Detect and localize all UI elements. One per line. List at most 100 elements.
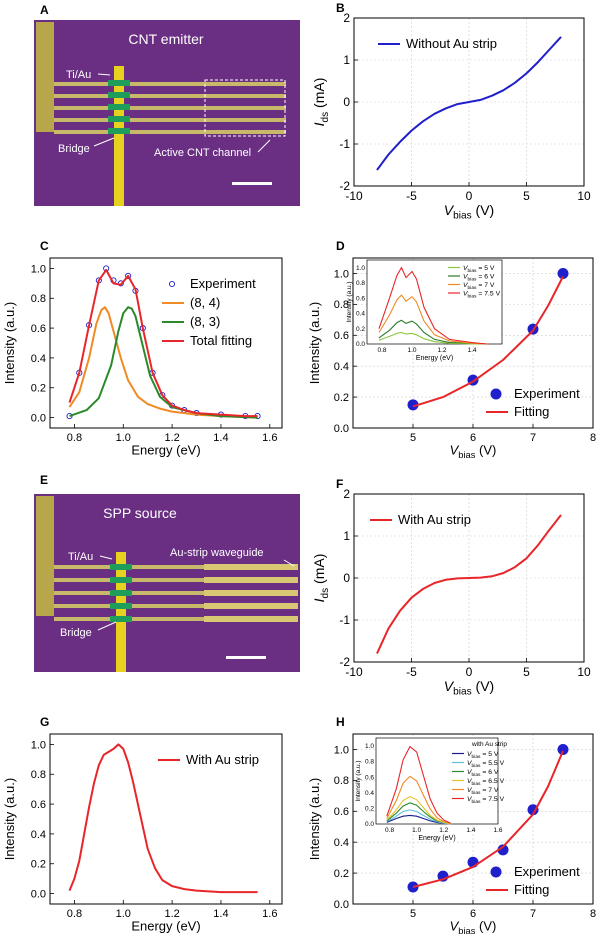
chart-c: C0.8 1.0 1.2 1.4 1.60.00.20.40.60.81.0Energy… bbox=[2, 239, 283, 457]
inset-series-line bbox=[386, 795, 451, 825]
y-tick-label: 1.0 bbox=[334, 744, 349, 756]
legend-swatch bbox=[168, 280, 176, 288]
panel-letter-h: H bbox=[336, 715, 345, 729]
x-tick-label: 8 bbox=[590, 908, 596, 920]
y-tick-label: 0.8 bbox=[31, 769, 46, 781]
inset-legend-label: Vbias = 6.5 V bbox=[467, 778, 505, 787]
chart-d: D 5 6 7 8 0.0 0.2 0.4 0.6 0.8 1.0 Vbias (V) Intensit… bbox=[307, 239, 596, 460]
y-axis-title: Intensity (a.u.) bbox=[2, 778, 17, 860]
y-tick-label: 0.4 bbox=[31, 353, 46, 365]
chart-g: G0.8 1.0 1.2 1.4 1.60.00.20.40.60.81.0Energy… bbox=[2, 715, 283, 933]
legend-label: Experiment bbox=[514, 386, 580, 401]
y-axis-title: Intensity (a.u.) bbox=[307, 302, 322, 384]
inset-y-tick-label: 0.2 bbox=[365, 806, 374, 813]
legend-label: (8, 3) bbox=[190, 314, 220, 329]
y-tick-label: 0.2 bbox=[334, 392, 349, 404]
y-tick-label: 2 bbox=[343, 11, 350, 25]
inset-y-tick-label: 1.0 bbox=[356, 265, 365, 272]
inset-y-axis-title: Intensity (a.u.) bbox=[355, 760, 362, 801]
y-tick-label: 0.4 bbox=[31, 829, 46, 841]
chart-h: H 5 6 7 8 0.0 0.2 0.4 0.6 0.8 1.0 Vbias (V) Intensit… bbox=[307, 715, 596, 936]
series-line bbox=[68, 743, 258, 894]
panel-e-micrograph: E SPP source Ti/Au Bridge bbox=[34, 473, 300, 672]
arrow-bridge bbox=[93, 137, 115, 147]
inset-legend-label: Vbias = 5 V bbox=[463, 265, 495, 274]
ti-au-contact-pad bbox=[36, 496, 54, 616]
label-bridge: Bridge bbox=[58, 143, 90, 155]
inset-x-tick-label: 1.0 bbox=[407, 347, 416, 354]
cnt-electrode-lines bbox=[54, 82, 286, 134]
y-tick-label: 0.6 bbox=[31, 323, 46, 335]
legend-label: Without Au strip bbox=[406, 36, 497, 51]
data-point bbox=[407, 399, 419, 411]
inset-y-tick-label: 0.6 bbox=[356, 295, 365, 302]
panel-a-micrograph: A CNT emitter Ti/Au Bridge Active CNT ch… bbox=[34, 3, 300, 206]
y-tick-label: 0 bbox=[343, 95, 350, 109]
label-ti-au: Ti/Au bbox=[68, 551, 93, 563]
panel-letter-b: B bbox=[336, 1, 345, 15]
arrow-bridge bbox=[97, 621, 117, 631]
y-tick-label: 1.0 bbox=[31, 739, 46, 751]
x-tick-label: -10 bbox=[345, 189, 363, 203]
legend-swatch bbox=[490, 866, 502, 878]
y-tick-label: 0.2 bbox=[31, 859, 46, 871]
legend-label: Fitting bbox=[514, 882, 549, 897]
y-axis-title: Intensity (a.u.) bbox=[2, 302, 17, 384]
x-tick-label: 1.6 bbox=[262, 432, 277, 444]
inset-title: with Au strip bbox=[471, 741, 507, 748]
y-tick-label: 0.0 bbox=[31, 412, 46, 424]
legend-label: (8, 4) bbox=[190, 295, 220, 310]
x-tick-label: 1.4 bbox=[213, 908, 228, 920]
inset-legend-label: Vbias = 6 V bbox=[467, 769, 499, 778]
inset-x-tick-label: 1.4 bbox=[467, 347, 476, 354]
legend-label: Total fitting bbox=[190, 333, 252, 348]
y-tick-label: 0.0 bbox=[334, 899, 349, 911]
y-tick-label: 1.0 bbox=[334, 268, 349, 280]
x-axis-title: Energy (eV) bbox=[131, 442, 200, 457]
x-tick-label: 0 bbox=[466, 665, 473, 679]
label-bridge: Bridge bbox=[60, 627, 92, 639]
inset-series-line bbox=[386, 775, 451, 824]
inset-x-tick-label: 1.4 bbox=[466, 827, 475, 834]
micrograph-title: CNT emitter bbox=[128, 31, 204, 47]
inset-x-tick-label: 1.0 bbox=[412, 827, 421, 834]
inset-legend-label: Vbias = 5 V bbox=[467, 751, 499, 760]
legend-swatch bbox=[490, 388, 502, 400]
y-tick-label: 0.0 bbox=[31, 888, 46, 900]
inset-series-line bbox=[386, 809, 451, 825]
y-tick-label: 0.0 bbox=[334, 423, 349, 435]
x-tick-label: 7 bbox=[530, 908, 536, 920]
inset-series-line bbox=[386, 745, 451, 824]
scale-bar bbox=[232, 182, 272, 185]
arrow-ti-au bbox=[99, 555, 113, 560]
data-point bbox=[125, 272, 132, 279]
x-tick-label: 5 bbox=[410, 432, 416, 444]
y-tick-label: 0.6 bbox=[334, 330, 349, 342]
x-tick-label: 7 bbox=[530, 432, 536, 444]
inset-legend-label: Vbias = 7.5 V bbox=[467, 796, 505, 805]
data-point bbox=[527, 804, 539, 816]
data-point bbox=[557, 267, 569, 279]
legend-label: Experiment bbox=[514, 864, 580, 879]
bridge-strip bbox=[116, 552, 126, 672]
panel-letter-d: D bbox=[336, 239, 345, 253]
x-axis-title: Vbias (V) bbox=[450, 442, 497, 460]
inset-y-tick-label: 0.4 bbox=[365, 790, 374, 797]
x-tick-label: 1.2 bbox=[164, 908, 179, 920]
scale-bar bbox=[226, 656, 266, 659]
y-tick-label: 0.4 bbox=[334, 361, 349, 373]
inset-x-tick-label: 0.8 bbox=[385, 827, 394, 834]
y-tick-label: -2 bbox=[339, 655, 350, 669]
series-line bbox=[376, 36, 562, 171]
y-tick-label: 1 bbox=[343, 529, 350, 543]
inset-y-tick-label: 0.8 bbox=[365, 759, 374, 766]
arrow-au-strip bbox=[283, 559, 295, 567]
legend-label: With Au strip bbox=[186, 752, 259, 767]
y-axis-title: Ids (mA) bbox=[311, 554, 331, 603]
x-tick-label: 5 bbox=[523, 665, 530, 679]
x-axis-title: Energy (eV) bbox=[131, 918, 200, 933]
data-point bbox=[557, 743, 569, 755]
x-tick-label: 1.0 bbox=[116, 908, 131, 920]
